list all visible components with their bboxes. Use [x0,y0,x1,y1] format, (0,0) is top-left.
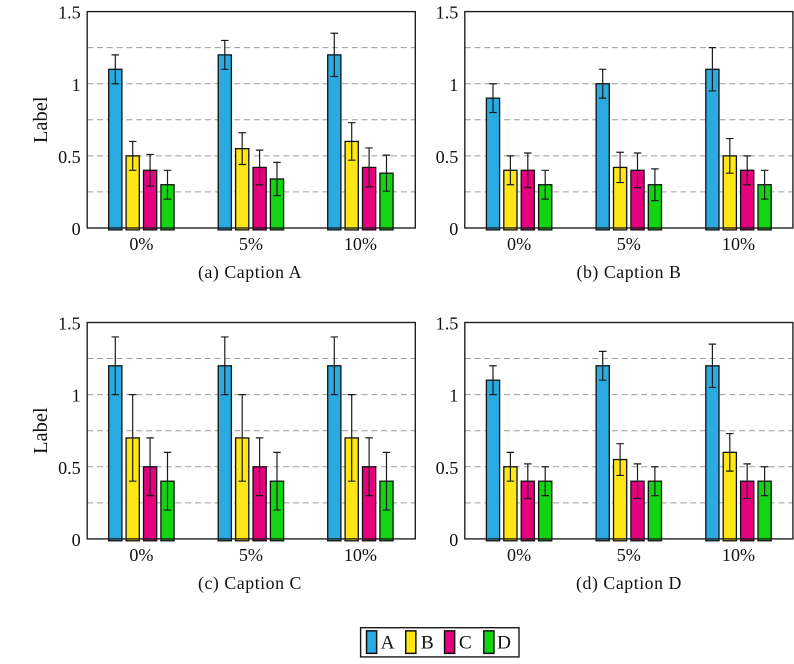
svg-text:0%: 0% [507,234,531,254]
svg-text:0: 0 [449,219,458,239]
svg-text:A: A [381,633,395,654]
svg-text:0: 0 [449,530,458,550]
svg-text:1: 1 [449,75,458,95]
svg-text:10%: 10% [722,234,755,254]
svg-text:(b) Caption B: (b) Caption B [577,262,682,283]
svg-text:1.5: 1.5 [436,3,459,23]
svg-text:1: 1 [72,386,81,406]
svg-text:0: 0 [72,219,81,239]
svg-text:Label: Label [30,96,52,143]
svg-text:1: 1 [449,386,458,406]
svg-text:0%: 0% [129,545,153,565]
svg-text:(c) Caption C: (c) Caption C [198,573,302,594]
svg-text:5%: 5% [239,545,263,565]
svg-text:1.5: 1.5 [58,314,81,334]
svg-text:1.5: 1.5 [58,3,81,23]
svg-text:0%: 0% [129,234,153,254]
svg-text:C: C [459,633,472,654]
svg-text:0.5: 0.5 [436,147,459,167]
svg-text:0%: 0% [507,545,531,565]
svg-text:0.5: 0.5 [58,458,81,478]
svg-text:5%: 5% [617,234,641,254]
svg-text:5%: 5% [617,545,641,565]
svg-text:0: 0 [72,530,81,550]
svg-text:0.5: 0.5 [58,147,81,167]
svg-text:0.5: 0.5 [436,458,459,478]
svg-text:10%: 10% [344,234,377,254]
svg-text:10%: 10% [722,545,755,565]
svg-text:10%: 10% [344,545,377,565]
svg-text:Label: Label [30,407,52,454]
svg-text:D: D [497,633,511,654]
svg-text:1.5: 1.5 [436,314,459,334]
svg-text:1: 1 [72,75,81,95]
svg-text:(d) Caption D: (d) Caption D [576,573,682,594]
svg-text:5%: 5% [239,234,263,254]
svg-text:(a) Caption A: (a) Caption A [198,262,302,283]
svg-text:B: B [421,633,434,654]
